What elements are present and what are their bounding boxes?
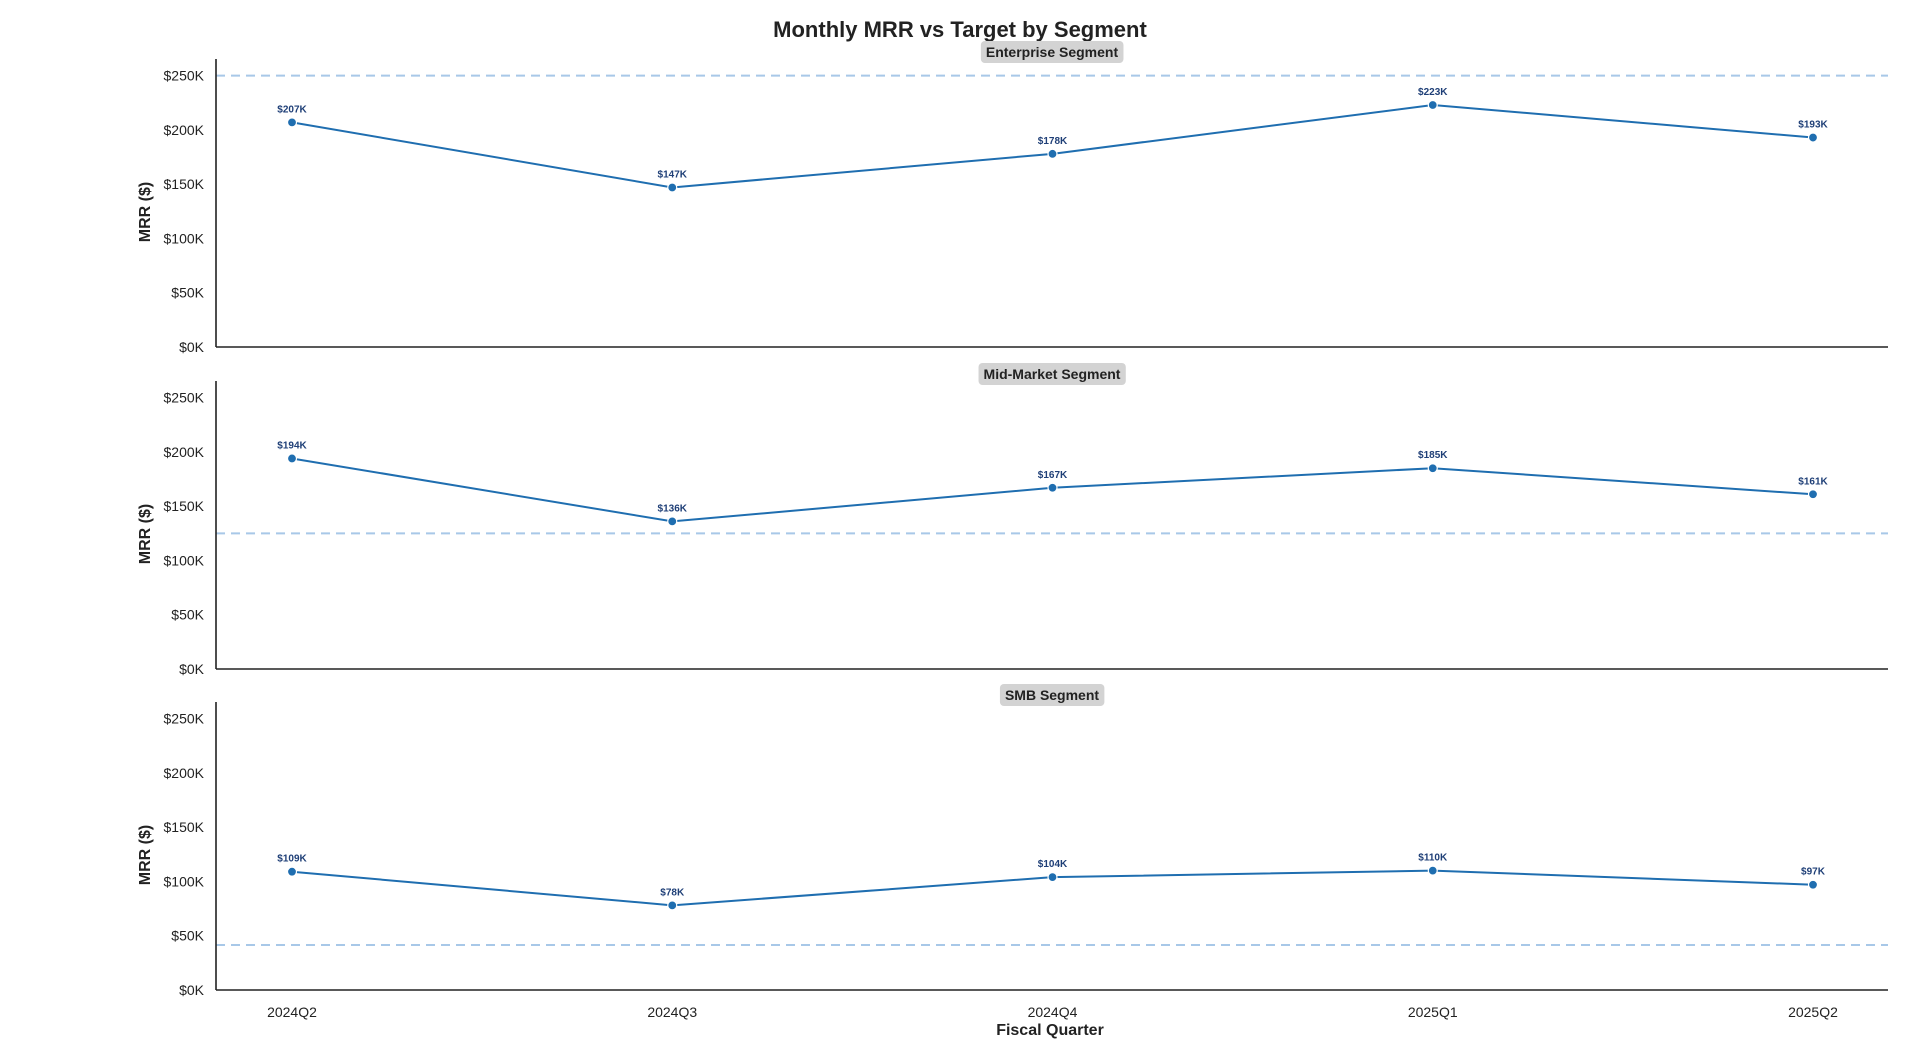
y-tick-label: $100K bbox=[164, 873, 205, 889]
data-point bbox=[1047, 148, 1058, 159]
panel-title-box bbox=[980, 41, 1124, 63]
y-tick-label: $0K bbox=[179, 982, 205, 998]
panel-1: $0K $50K $100K $150K $200K $250K MRR ($) Enterp… bbox=[137, 41, 1888, 355]
data-label: $78K bbox=[660, 887, 685, 898]
y-tick-label: $100K bbox=[164, 230, 205, 246]
x-axis-label: Fiscal Quarter bbox=[996, 1022, 1104, 1039]
y-tick-label: $250K bbox=[164, 68, 205, 84]
data-point bbox=[1427, 463, 1438, 474]
data-point bbox=[667, 516, 678, 527]
data-label: $207K bbox=[277, 104, 307, 115]
y-axis-label: MRR ($) bbox=[137, 182, 154, 242]
data-point bbox=[667, 182, 678, 193]
data-label: $104K bbox=[1038, 859, 1068, 870]
data-point bbox=[667, 900, 678, 911]
data-point bbox=[1047, 872, 1058, 883]
y-tick-label: $0K bbox=[179, 339, 205, 355]
y-tick-label: $200K bbox=[164, 765, 205, 781]
data-label: $110K bbox=[1418, 853, 1448, 864]
data-label: $185K bbox=[1418, 450, 1448, 461]
y-tick-label: $250K bbox=[164, 711, 205, 727]
data-point bbox=[1807, 489, 1819, 500]
y-tick-label: $50K bbox=[171, 285, 204, 301]
data-point bbox=[286, 453, 298, 464]
y-tick-label: $200K bbox=[164, 122, 205, 138]
data-point bbox=[1427, 99, 1438, 111]
data-point bbox=[286, 117, 298, 128]
y-tick-label: $250K bbox=[164, 390, 205, 406]
y-tick-label: $150K bbox=[164, 819, 205, 835]
panel-title-box bbox=[999, 684, 1105, 706]
data-label: $109K bbox=[277, 854, 307, 865]
data-point bbox=[1427, 865, 1438, 876]
data-label: $194K bbox=[277, 440, 307, 451]
data-label: $178K bbox=[1038, 136, 1068, 147]
panel-title-box bbox=[978, 363, 1126, 385]
y-tick-label: $0K bbox=[179, 661, 205, 677]
x-tick-label: 2024Q4 bbox=[1028, 1004, 1078, 1020]
y-tick-label: $150K bbox=[164, 498, 205, 514]
data-point bbox=[1807, 879, 1819, 890]
y-tick-label: $100K bbox=[164, 552, 205, 568]
panel-title: SMB Segment bbox=[1005, 687, 1099, 703]
x-tick-label: 2025Q1 bbox=[1408, 1004, 1458, 1020]
panel-title: Enterprise Segment bbox=[986, 44, 1119, 60]
data-label: $161K bbox=[1798, 476, 1828, 487]
x-tick-label: 2025Q2 bbox=[1788, 1004, 1838, 1020]
data-point bbox=[286, 866, 298, 877]
data-point bbox=[1047, 482, 1058, 493]
panel-2: $0K $50K $100K $150K $200K $250K MRR ($) Mid-Ma… bbox=[137, 363, 1888, 677]
data-label: $223K bbox=[1418, 87, 1448, 98]
y-tick-label: $150K bbox=[164, 176, 205, 192]
x-tick-label: 2024Q2 bbox=[267, 1004, 317, 1020]
y-tick-label: $200K bbox=[164, 444, 205, 460]
data-point bbox=[1807, 132, 1819, 143]
panel-3: $0K $50K $100K $150K $200K $250K MRR ($) SMB Se… bbox=[137, 684, 1888, 1020]
data-label: $97K bbox=[1801, 867, 1826, 878]
y-tick-label: $50K bbox=[171, 607, 204, 623]
data-label: $167K bbox=[1038, 470, 1068, 481]
chart-panels: $0K $50K $100K $150K $200K $250K MRR ($) Enterp… bbox=[137, 41, 1888, 1020]
chart-title: Monthly MRR vs Target by Segment bbox=[773, 17, 1147, 42]
data-label: $147K bbox=[658, 169, 688, 180]
y-axis-label: MRR ($) bbox=[137, 504, 154, 564]
data-label: $136K bbox=[658, 503, 688, 514]
panel-title: Mid-Market Segment bbox=[984, 366, 1121, 382]
y-tick-label: $50K bbox=[171, 928, 204, 944]
data-label: $193K bbox=[1798, 120, 1828, 131]
x-tick-label: 2024Q3 bbox=[647, 1004, 697, 1020]
y-axis-label: MRR ($) bbox=[137, 825, 154, 885]
